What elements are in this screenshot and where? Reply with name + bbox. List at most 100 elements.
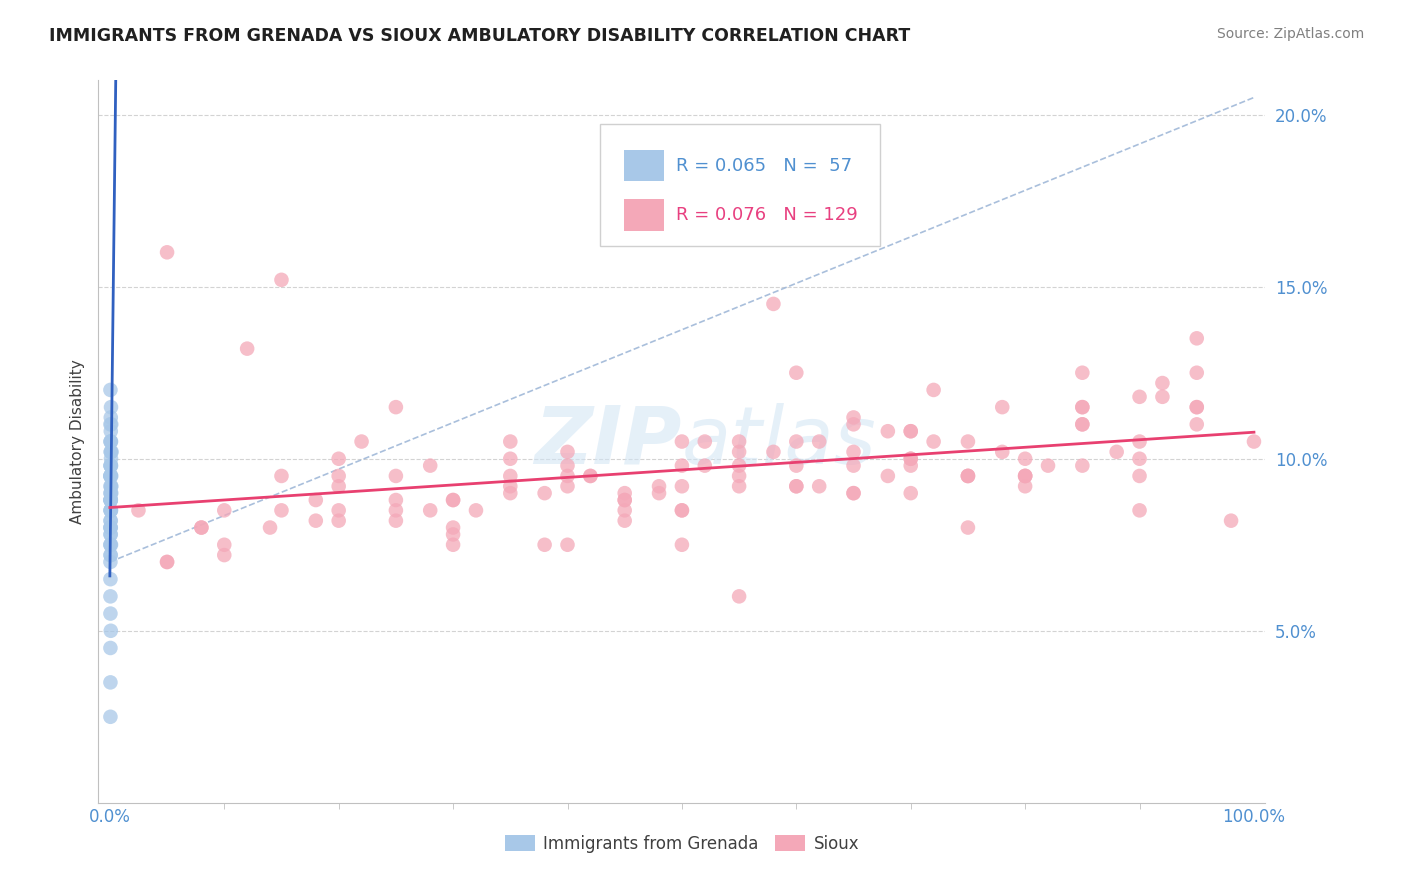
Point [842, 486, 865, 500]
Point [499, 486, 522, 500]
Point [190, 520, 212, 534]
Point [762, 445, 785, 459]
Point [728, 590, 751, 604]
Point [808, 434, 831, 449]
Point [785, 479, 807, 493]
Point [499, 451, 522, 466]
Point [100, 555, 122, 569]
Point [1014, 469, 1036, 483]
Point [100, 486, 122, 500]
Point [100, 445, 122, 459]
Point [900, 451, 922, 466]
Point [1105, 445, 1128, 459]
Point [1014, 479, 1036, 493]
Point [214, 538, 236, 552]
Point [270, 503, 292, 517]
Point [350, 434, 373, 449]
Point [1128, 469, 1150, 483]
Point [156, 555, 179, 569]
Point [100, 514, 122, 528]
Point [956, 469, 979, 483]
Point [613, 514, 636, 528]
Point [100, 527, 122, 541]
Point [728, 469, 751, 483]
Point [808, 479, 831, 493]
Point [1185, 331, 1208, 345]
Point [100, 486, 122, 500]
Point [842, 417, 865, 432]
Point [648, 479, 671, 493]
Point [1185, 400, 1208, 414]
Point [100, 493, 122, 508]
Point [1185, 417, 1208, 432]
Point [100, 434, 122, 449]
Point [441, 520, 464, 534]
Point [671, 434, 693, 449]
Point [100, 520, 122, 534]
Point [876, 469, 898, 483]
Point [100, 493, 122, 508]
Point [100, 503, 122, 517]
Point [671, 458, 693, 473]
Point [441, 527, 464, 541]
Point [100, 479, 122, 493]
Point [1036, 458, 1059, 473]
Point [100, 424, 122, 438]
Point [385, 503, 408, 517]
Point [419, 503, 441, 517]
Text: ZIP: ZIP [534, 402, 682, 481]
Point [1185, 366, 1208, 380]
Point [100, 469, 122, 483]
Point [100, 400, 122, 414]
Point [1152, 376, 1174, 390]
Point [842, 410, 865, 425]
FancyBboxPatch shape [600, 124, 880, 246]
Point [305, 514, 328, 528]
Point [305, 493, 328, 508]
Point [499, 479, 522, 493]
Point [613, 486, 636, 500]
Legend: Immigrants from Grenada, Sioux: Immigrants from Grenada, Sioux [498, 828, 866, 860]
Point [100, 458, 122, 473]
Point [1185, 400, 1208, 414]
Point [385, 514, 408, 528]
Point [156, 245, 179, 260]
Point [156, 555, 179, 569]
Point [557, 458, 579, 473]
Point [100, 503, 122, 517]
Point [100, 572, 122, 586]
Point [728, 445, 751, 459]
Point [441, 493, 464, 508]
Point [842, 486, 865, 500]
Bar [624, 200, 665, 231]
Point [671, 538, 693, 552]
Point [100, 514, 122, 528]
Point [385, 493, 408, 508]
Point [922, 434, 945, 449]
Point [991, 445, 1014, 459]
Point [100, 675, 122, 690]
Point [100, 624, 122, 638]
Point [100, 417, 122, 432]
Point [1128, 451, 1150, 466]
Point [190, 520, 212, 534]
Point [100, 434, 122, 449]
Point [100, 493, 122, 508]
Point [557, 479, 579, 493]
Point [785, 366, 807, 380]
Point [785, 458, 807, 473]
Point [214, 503, 236, 517]
Point [728, 434, 751, 449]
Point [100, 458, 122, 473]
Point [693, 458, 716, 473]
Point [100, 520, 122, 534]
Point [1128, 503, 1150, 517]
Point [922, 383, 945, 397]
Point [956, 469, 979, 483]
Point [100, 493, 122, 508]
Point [127, 503, 149, 517]
Point [1220, 514, 1243, 528]
Point [270, 469, 292, 483]
Point [785, 479, 807, 493]
Point [419, 458, 441, 473]
